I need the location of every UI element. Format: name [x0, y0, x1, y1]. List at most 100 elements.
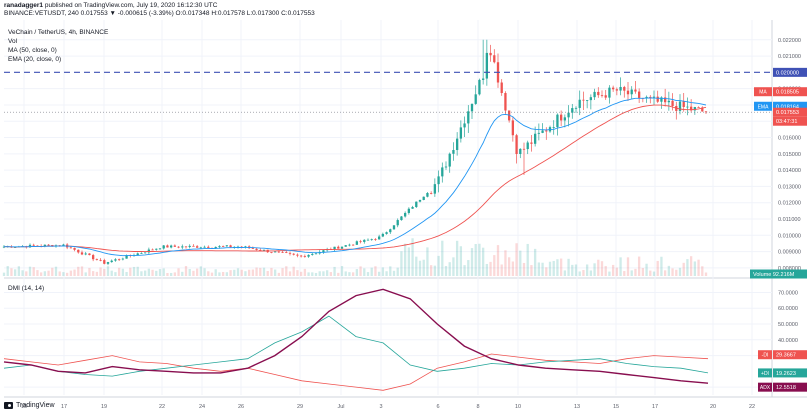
- candle-body: [626, 90, 630, 95]
- volume-bar: [325, 270, 329, 276]
- time-tick-label: 24: [199, 404, 205, 410]
- price-tick-label: 0.010000: [778, 233, 801, 239]
- legend-vol: Vol: [8, 38, 18, 45]
- candle-body: [351, 244, 355, 246]
- volume-bar: [244, 271, 247, 276]
- candle-body: [162, 245, 165, 249]
- volume-bar: [574, 264, 578, 276]
- volume-bar: [114, 272, 117, 276]
- price-tick-label: 0.022000: [778, 38, 801, 44]
- volume-bar: [526, 243, 529, 276]
- candle-body: [682, 101, 685, 107]
- volume-bar: [578, 271, 581, 276]
- volume-bar: [567, 258, 570, 276]
- candle-body: [660, 97, 663, 102]
- volume-bar: [32, 267, 35, 276]
- candle-body: [340, 246, 344, 249]
- candle-body: [604, 95, 607, 98]
- volume-bar: [192, 270, 195, 276]
- candle-body: [600, 95, 604, 96]
- author-name[interactable]: ranadagger1: [4, 2, 44, 9]
- volume-bar: [418, 260, 422, 276]
- candle-body: [455, 138, 459, 151]
- dmi-marker-tag: [758, 382, 772, 392]
- candle-body: [88, 253, 91, 256]
- candle-body: [151, 249, 154, 251]
- dmi-marker-value: 12.5518: [776, 385, 796, 391]
- volume-bar: [400, 251, 403, 276]
- candle-body: [522, 148, 526, 150]
- volume-bar: [411, 238, 414, 276]
- volume-bar: [630, 270, 633, 276]
- volume-bar: [507, 257, 511, 276]
- candle-body: [470, 103, 474, 112]
- candle-body: [314, 253, 318, 255]
- volume-bar: [407, 247, 411, 276]
- candle-body: [519, 148, 522, 154]
- candle-body: [678, 101, 682, 111]
- volume-bar: [489, 261, 492, 276]
- candle-body: [611, 87, 615, 90]
- tradingview-logo[interactable]: TradingView: [4, 402, 55, 409]
- candle-body: [623, 86, 626, 91]
- candle-body: [344, 245, 347, 247]
- price-tick-label: 0.021000: [778, 54, 801, 60]
- dmi-tick-label: 50.0000: [778, 322, 798, 328]
- volume-bar: [704, 272, 708, 276]
- candle-body: [374, 239, 377, 241]
- volume-bar: [95, 271, 99, 276]
- price-marker-box: [773, 107, 807, 117]
- candle-body: [348, 244, 351, 246]
- volume-bar: [351, 272, 355, 276]
- volume-bar: [195, 268, 199, 276]
- volume-bar: [448, 262, 451, 276]
- legend-ema: EMA (20, close, 0): [8, 56, 61, 63]
- price-marker-tag-label: MA: [759, 90, 767, 96]
- candle-body: [84, 253, 87, 255]
- volume-bar: [43, 271, 47, 276]
- volume-bar: [147, 268, 151, 276]
- volume-bar: [203, 268, 206, 276]
- volume-bar: [318, 271, 321, 276]
- candle-body: [377, 236, 381, 240]
- volume-bar: [285, 266, 288, 276]
- volume-bar: [47, 270, 50, 276]
- volume-bar: [626, 257, 630, 276]
- volume-bar: [132, 266, 136, 276]
- candle-body: [299, 255, 303, 257]
- volume-bar: [54, 266, 58, 276]
- candle-body: [203, 246, 206, 248]
- time-tick-label: 8: [476, 404, 479, 410]
- volume-bar: [84, 272, 87, 276]
- volume-bar: [537, 262, 541, 276]
- candle-body: [207, 246, 210, 248]
- candle-body: [597, 91, 600, 96]
- time-tick-label: 10: [515, 404, 521, 410]
- volume-bar: [188, 269, 191, 276]
- legend-title: VeChain / TetherUS, 4h, BINANCE: [8, 29, 109, 36]
- volume-bar: [485, 263, 489, 276]
- volume-bar: [314, 272, 318, 276]
- volume-bar: [689, 256, 693, 276]
- volume-bar: [91, 271, 95, 276]
- volume-bar: [652, 271, 656, 276]
- dmi-marker-tag-label: ADX: [760, 385, 771, 391]
- volume-bar: [348, 272, 351, 276]
- volume-bar: [366, 272, 370, 276]
- candles: [2, 39, 708, 266]
- volume-bar: [99, 267, 102, 276]
- volume-bar: [519, 250, 522, 276]
- candle-body: [422, 196, 425, 200]
- candle-body: [433, 184, 437, 194]
- volume-bar: [667, 265, 671, 276]
- dmi-title: DMI (14, 14): [8, 285, 44, 292]
- volume-bar: [281, 268, 284, 276]
- candle-body: [533, 133, 537, 144]
- candle-body: [396, 220, 399, 226]
- volume-bar: [467, 260, 470, 276]
- candle-body: [615, 89, 619, 91]
- candle-body: [645, 96, 648, 99]
- candle-body: [441, 167, 444, 177]
- volume-bar: [340, 266, 344, 276]
